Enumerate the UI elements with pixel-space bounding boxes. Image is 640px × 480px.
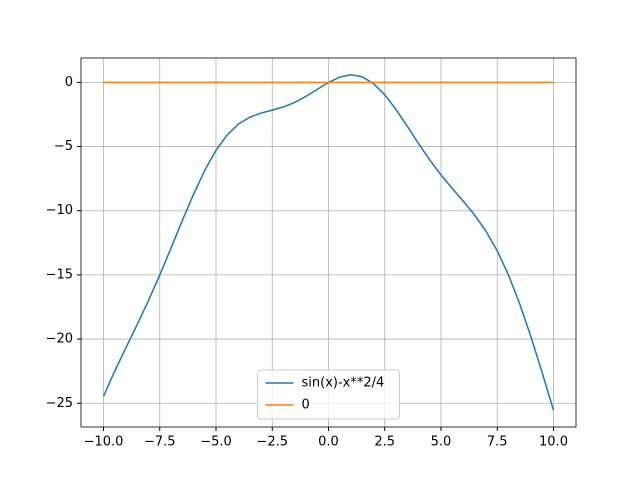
x-tick-label: 10.0 [539,435,568,450]
x-tick-label: 5.0 [431,435,452,450]
x-tick-label: 2.5 [374,435,395,450]
plot-frame [80,57,577,428]
y-tick-label: −10 [46,203,73,218]
legend: sin(x)-x**2/4 0 [257,369,400,420]
x-tick-label: −7.5 [144,435,176,450]
x-tick-label: −2.5 [256,435,288,450]
y-tick-label: 0 [65,75,73,90]
y-tick-label: −20 [46,332,73,347]
y-tick-label: −15 [46,267,73,282]
x-tick-label: −10.0 [84,435,124,450]
y-tick-label: −25 [46,396,73,411]
legend-label: sin(x)-x**2/4 [302,376,385,391]
legend-label: 0 [302,398,310,413]
x-tick-label: 0.0 [318,435,339,450]
y-tick-label: −5 [54,139,73,154]
x-tick-label: 7.5 [487,435,508,450]
x-tick-label: −5.0 [200,435,232,450]
